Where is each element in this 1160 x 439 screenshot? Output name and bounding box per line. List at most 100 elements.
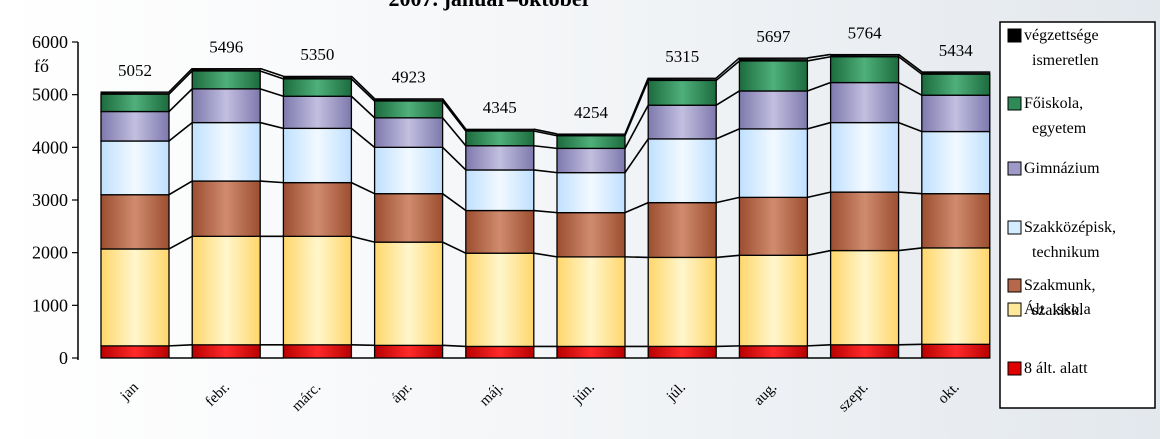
legend-swatch [1007, 96, 1022, 111]
bar-segment [282, 95, 353, 130]
bar-segment [738, 60, 809, 92]
bar-segment [738, 254, 809, 347]
series-connector-line [715, 57, 740, 79]
bar-segment [373, 241, 444, 347]
bar-segment [829, 344, 900, 359]
series-connector-line [898, 247, 922, 252]
bar-segment [373, 117, 444, 148]
series-connector-line [624, 104, 649, 149]
bar-segment [191, 344, 261, 359]
bar-segment [647, 201, 717, 259]
series-connector-line [350, 95, 376, 119]
series-connector-line [807, 121, 831, 130]
series-connector-line [351, 181, 375, 195]
bar-segment [100, 345, 170, 359]
legend-label: szakisk. [1032, 302, 1083, 319]
x-category-label: márc. [289, 380, 324, 415]
series-connector-line [624, 256, 649, 259]
bar-segment [829, 191, 900, 252]
series-connector-line [807, 344, 831, 347]
total-label: 4345 [483, 98, 517, 117]
bar-segment [465, 345, 535, 359]
bar-stack [921, 71, 991, 359]
bar-segment [100, 91, 170, 95]
series-connector-line [168, 180, 193, 196]
bar-stack [556, 133, 626, 359]
total-label: 5052 [118, 61, 152, 80]
bar-segment [465, 130, 535, 147]
bar-segment [374, 98, 444, 102]
bar-segment [556, 345, 626, 359]
legend: végzettsége ismeretlen Főiskola, egyetem Gim… [999, 21, 1156, 409]
bar-stack [829, 53, 900, 359]
total-label: 4254 [574, 103, 609, 122]
bar-segment [738, 57, 808, 62]
y-tick-label: 3000 [32, 190, 68, 210]
series-connector-line [442, 344, 466, 348]
series-connector-line [624, 138, 649, 174]
series-connector-line [351, 235, 375, 243]
series-connector-line [350, 127, 376, 148]
series-connector-line [715, 60, 740, 82]
series-connector-line [260, 180, 284, 184]
total-label: 5434 [939, 41, 974, 60]
y-tick-label: 5000 [32, 85, 68, 105]
series-connector-line [350, 78, 376, 102]
bar-segment [647, 77, 717, 81]
legend-label: Ált. iskola [1024, 299, 1091, 318]
series-connector-lines [168, 53, 923, 359]
series-connector-line [624, 77, 649, 135]
bar-segment [100, 248, 170, 347]
series-connector-line [807, 53, 831, 59]
legend-item: 8 ált. alatt [1007, 360, 1088, 377]
bar-stack [647, 77, 717, 359]
total-label: 5496 [209, 38, 243, 57]
series-connector-line [716, 196, 740, 204]
bar-segment [100, 194, 170, 250]
bar-segment [191, 235, 261, 346]
bar-segment [829, 121, 900, 193]
bar-segment [921, 130, 991, 195]
total-label: 5764 [848, 23, 883, 42]
bar-segment [647, 79, 717, 106]
bar-segment [282, 78, 353, 97]
bar-segment [282, 75, 352, 80]
bar-segment [921, 343, 991, 359]
bar-segment [373, 193, 444, 243]
series-connector-line [260, 121, 284, 130]
series-connector-line [351, 344, 375, 347]
series-connector-line [807, 55, 831, 62]
series-connector-line [715, 128, 740, 140]
bar-segment [738, 90, 809, 130]
series-connector-line [716, 254, 740, 259]
bar-segment [829, 81, 900, 124]
bar-segment [282, 127, 353, 184]
x-axis-category-labels: jan febr. márc. ápr. máj. jún. júl. aug. szept. o… [117, 379, 963, 415]
bar-segment [465, 252, 535, 348]
bar-segment [921, 94, 991, 133]
bar-segment [373, 146, 444, 195]
series-connector-line [442, 146, 467, 171]
x-category-label: ápr. [389, 380, 416, 407]
legend-label: technikum [1032, 244, 1100, 261]
bar-segment [829, 249, 900, 346]
series-connector-line [533, 144, 558, 150]
bar-segment [191, 88, 261, 124]
bar-segment [100, 93, 170, 113]
series-connector-line [441, 98, 467, 130]
legend-item: Gimnázium [1007, 160, 1100, 177]
bar-segment [373, 344, 444, 359]
series-connector-line [259, 88, 284, 98]
series-connector-line [533, 209, 558, 214]
bar-segment [282, 235, 353, 346]
legend-label: végzettsége [1024, 27, 1099, 44]
series-connector-line [807, 81, 831, 92]
legend-item: Ált. iskola [1007, 299, 1091, 318]
legend-item: Főiskola, egyetem [1007, 95, 1087, 137]
y-axis-unit-label: fő [34, 56, 49, 76]
x-category-label: szept. [836, 380, 872, 416]
legend-item: Szakmunk, szakisk. [1007, 277, 1096, 319]
series-connector-line [898, 121, 923, 133]
